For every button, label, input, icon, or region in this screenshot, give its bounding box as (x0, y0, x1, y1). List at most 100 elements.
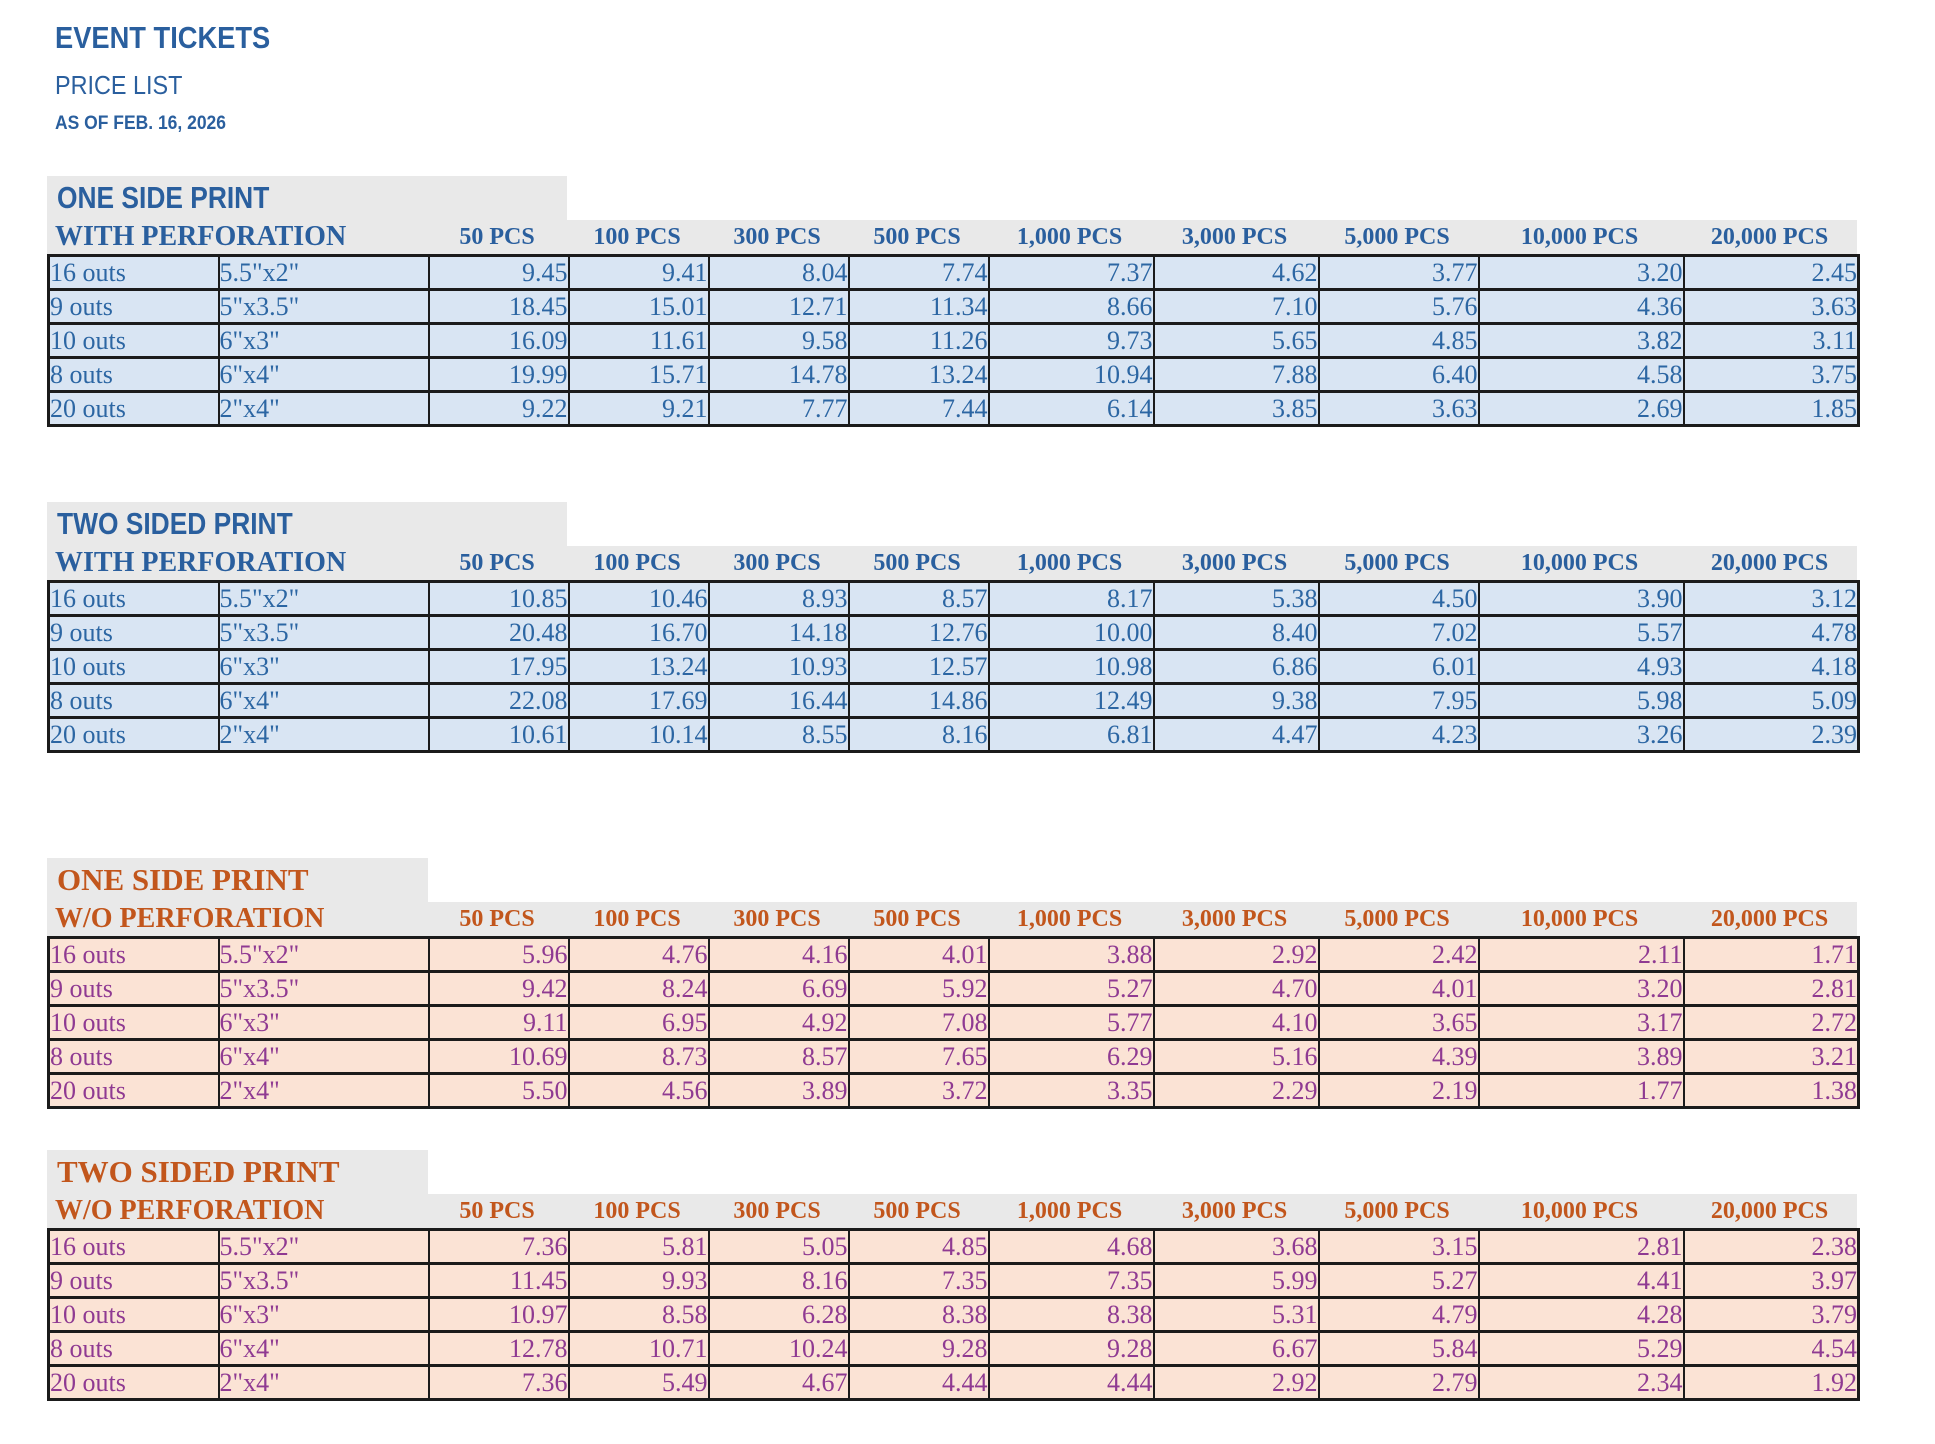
table-row: 10 outs 6"x3" 10.97 8.58 6.28 8.38 8.38 5.31 4.7… (47, 1296, 1860, 1333)
quantity-header: 300 PCS (733, 1197, 821, 1224)
price-cell: 3.12 (1682, 580, 1860, 617)
table-row: 20 outs 2"x4" 9.22 9.21 7.77 7.44 6.14 3.85 3.63… (47, 390, 1860, 427)
quantity-header: 100 PCS (593, 1197, 681, 1224)
size-cell: 6"x3" (217, 322, 430, 359)
size-cell: 5"x3.5" (217, 614, 430, 651)
size-cell: 5"x3.5" (217, 970, 430, 1007)
quantity-header: 3,000 PCS (1181, 905, 1288, 932)
price-cell: 12.76 (847, 614, 990, 651)
outs-cell: 20 outs (47, 716, 220, 753)
quantity-header: 500 PCS (873, 1197, 961, 1224)
outs-cell: 10 outs (47, 1296, 220, 1333)
price-cell: 16.09 (427, 322, 570, 359)
price-cell: 8.57 (847, 580, 990, 617)
price-cell: 4.85 (847, 1228, 990, 1265)
price-cell: 5.98 (1477, 682, 1685, 719)
price-cell: 9.41 (567, 254, 710, 291)
price-cell: 9.42 (427, 970, 570, 1007)
price-cell: 7.02 (1317, 614, 1480, 651)
outs-cell: 10 outs (47, 1004, 220, 1041)
price-cell: 2.92 (1152, 936, 1320, 973)
price-cell: 14.86 (847, 682, 990, 719)
price-cell: 4.56 (567, 1072, 710, 1109)
price-cell: 12.57 (847, 648, 990, 685)
price-cell: 3.79 (1682, 1296, 1860, 1333)
perforation-label: WITH PERFORATION (55, 547, 347, 578)
price-cell: 2.11 (1477, 936, 1685, 973)
quantity-header: 100 PCS (593, 905, 681, 932)
price-cell: 4.76 (567, 936, 710, 973)
quantity-header: 10,000 PCS (1520, 905, 1639, 932)
price-cell: 2.39 (1682, 716, 1860, 753)
quantity-header: 5,000 PCS (1344, 223, 1450, 250)
price-cell: 2.45 (1682, 254, 1860, 291)
table-row: 9 outs 5"x3.5" 20.48 16.70 14.18 12.76 10.00 8.… (47, 614, 1860, 651)
size-cell: 6"x3" (217, 1296, 430, 1333)
price-cell: 3.20 (1477, 254, 1685, 291)
price-cell: 10.85 (427, 580, 570, 617)
price-cell: 7.74 (847, 254, 990, 291)
price-cell: 6.14 (987, 390, 1155, 427)
price-cell: 2.81 (1682, 970, 1860, 1007)
price-cell: 8.17 (987, 580, 1155, 617)
price-cell: 4.16 (707, 936, 850, 973)
table-row: 16 outs 5.5"x2" 10.85 10.46 8.93 8.57 8.17 5.38… (47, 580, 1860, 617)
outs-cell: 8 outs (47, 682, 220, 719)
price-grid: 16 outs 5.5"x2" 7.36 5.81 5.05 4.85 4.68 3.68 3.… (47, 1228, 1860, 1401)
price-cell: 3.89 (1477, 1038, 1685, 1075)
quantity-header: 1,000 PCS (1016, 905, 1123, 932)
outs-cell: 20 outs (47, 1364, 220, 1401)
price-cell: 10.46 (567, 580, 710, 617)
price-cell: 4.01 (1317, 970, 1480, 1007)
quantity-header: 10,000 PCS (1520, 223, 1639, 250)
perforation-label: W/O PERFORATION (55, 903, 325, 934)
table-row: 8 outs 6"x4" 12.78 10.71 10.24 9.28 9.28 6.67 5.… (47, 1330, 1860, 1367)
size-cell: 6"x4" (217, 1038, 430, 1075)
page-subtitle: PRICE LIST (55, 70, 183, 100)
price-cell: 2.69 (1477, 390, 1685, 427)
price-cell: 11.26 (847, 322, 990, 359)
price-cell: 14.78 (707, 356, 850, 393)
price-cell: 3.11 (1682, 322, 1860, 359)
price-cell: 3.68 (1152, 1228, 1320, 1265)
price-cell: 1.38 (1682, 1072, 1860, 1109)
price-cell: 11.61 (567, 322, 710, 359)
price-cell: 4.28 (1477, 1296, 1685, 1333)
price-cell: 22.08 (427, 682, 570, 719)
price-cell: 9.93 (567, 1262, 710, 1299)
price-cell: 5.65 (1152, 322, 1320, 359)
table-row: 20 outs 2"x4" 7.36 5.49 4.67 4.44 4.44 2.92 2.79… (47, 1364, 1860, 1401)
price-cell: 3.89 (707, 1072, 850, 1109)
table-title: ONE SIDE PRINT (57, 862, 309, 897)
price-cell: 10.24 (707, 1330, 850, 1367)
price-cell: 5.09 (1682, 682, 1860, 719)
table-title-box: TWO SIDED PRINT (47, 502, 567, 546)
price-cell: 9.58 (707, 322, 850, 359)
size-cell: 6"x4" (217, 682, 430, 719)
size-cell: 5"x3.5" (217, 288, 430, 325)
price-cell: 4.10 (1152, 1004, 1320, 1041)
table-header-row: W/O PERFORATION 50 PCS 100 PCS 300 PCS 500 … (47, 902, 1857, 936)
quantity-header: 300 PCS (733, 905, 821, 932)
price-cell: 4.18 (1682, 648, 1860, 685)
quantity-header: 50 PCS (459, 223, 535, 250)
quantity-header: 300 PCS (733, 223, 821, 250)
table-row: 20 outs 2"x4" 5.50 4.56 3.89 3.72 3.35 2.29 2.19… (47, 1072, 1860, 1109)
price-cell: 17.69 (567, 682, 710, 719)
table-header-row: WITH PERFORATION 50 PCS 100 PCS 300 PCS 500… (47, 546, 1857, 580)
outs-cell: 9 outs (47, 614, 220, 651)
table-row: 10 outs 6"x3" 9.11 6.95 4.92 7.08 5.77 4.10 3.65… (47, 1004, 1860, 1041)
price-cell: 7.95 (1317, 682, 1480, 719)
size-cell: 5.5"x2" (217, 1228, 430, 1265)
price-grid: 16 outs 5.5"x2" 9.45 9.41 8.04 7.74 7.37 4.62 3.… (47, 254, 1860, 427)
price-cell: 3.17 (1477, 1004, 1685, 1041)
price-cell: 7.77 (707, 390, 850, 427)
quantity-header: 50 PCS (459, 1197, 535, 1224)
price-cell: 13.24 (847, 356, 990, 393)
table-title: TWO SIDED PRINT (57, 506, 293, 541)
quantity-headers: 50 PCS 100 PCS 300 PCS 500 PCS 1,000 PCS 3,00… (427, 1194, 1857, 1228)
price-cell: 5.16 (1152, 1038, 1320, 1075)
as-of-date: AS OF FEB. 16, 2026 (55, 113, 226, 134)
size-cell: 2"x4" (217, 1072, 430, 1109)
quantity-headers: 50 PCS 100 PCS 300 PCS 500 PCS 1,000 PCS 3,00… (427, 902, 1857, 936)
